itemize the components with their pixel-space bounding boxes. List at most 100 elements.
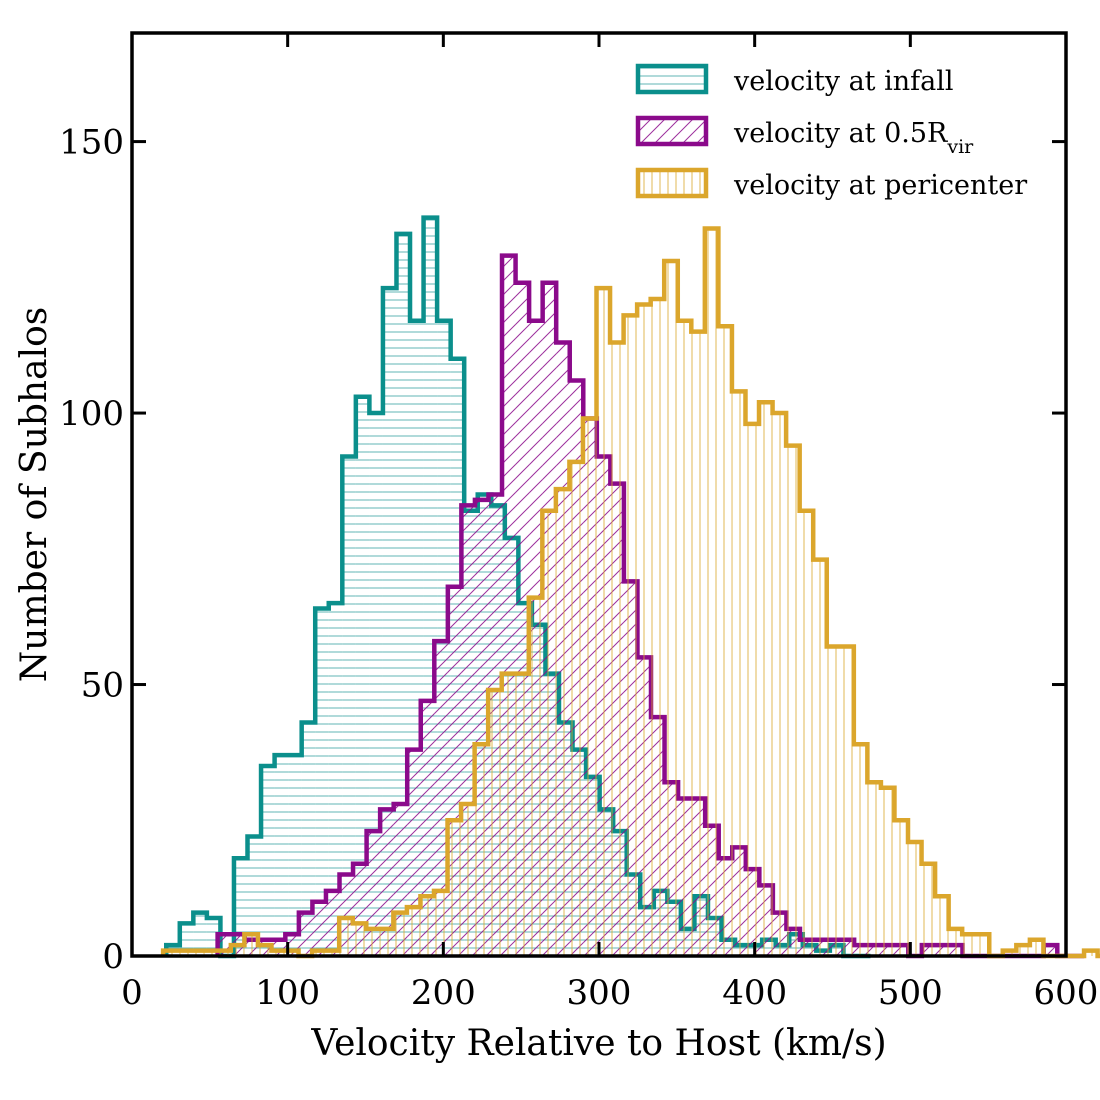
bar xyxy=(637,304,651,956)
bar xyxy=(745,423,760,957)
bar xyxy=(1002,950,1017,956)
bar xyxy=(325,950,340,956)
legend-swatch xyxy=(635,63,709,95)
legend-label: velocity at infall xyxy=(733,66,953,97)
legend-swatch xyxy=(635,115,709,147)
bar xyxy=(247,836,262,956)
series-outline xyxy=(160,226,1100,959)
bar xyxy=(447,820,462,956)
bar xyxy=(406,907,421,956)
bar xyxy=(853,744,868,956)
bar xyxy=(975,934,990,956)
x-tick-label: 600 xyxy=(1034,973,1099,1013)
bar xyxy=(285,950,299,956)
bar xyxy=(1084,950,1098,956)
bar xyxy=(355,396,370,956)
bar xyxy=(288,755,302,956)
bar xyxy=(474,744,489,956)
bar xyxy=(772,413,787,956)
bar xyxy=(826,646,841,956)
y-tick-labels: 0 50 100 150 xyxy=(59,123,124,977)
bar xyxy=(328,603,343,956)
legend-item: velocity at 0.5Rvir xyxy=(635,115,974,158)
y-tick-label: 0 xyxy=(102,937,124,977)
bar xyxy=(582,418,597,956)
bar xyxy=(380,809,394,956)
histogram-layer xyxy=(160,215,1100,959)
bar xyxy=(233,858,248,956)
bar xyxy=(759,402,773,956)
bar xyxy=(382,288,397,956)
x-tick-label: 400 xyxy=(722,973,787,1013)
bar xyxy=(271,950,286,956)
bar xyxy=(1016,945,1030,956)
bar xyxy=(312,950,326,956)
bar xyxy=(623,315,638,956)
bar xyxy=(718,326,732,956)
bar xyxy=(193,912,207,956)
legend-label: velocity at 0.5Rvir xyxy=(733,118,974,158)
bar xyxy=(1043,945,1058,956)
bar xyxy=(799,510,814,956)
bar xyxy=(528,597,543,956)
y-tick-label: 100 xyxy=(59,394,124,434)
bar xyxy=(894,820,908,956)
bar xyxy=(339,917,353,956)
y-axis-label: Number of Subhalos xyxy=(14,307,55,682)
bar xyxy=(393,912,407,956)
x-tick-label: 300 xyxy=(567,973,632,1013)
legend-swatch xyxy=(635,167,709,199)
bar xyxy=(203,950,218,956)
bar xyxy=(244,934,258,956)
bar xyxy=(274,755,289,956)
bar xyxy=(461,803,475,956)
bar xyxy=(555,489,570,956)
bar xyxy=(1029,939,1044,956)
x-axis-label: Velocity Relative to Host (km/s) xyxy=(310,1023,886,1064)
bar xyxy=(840,646,854,956)
bar xyxy=(298,912,313,956)
bar xyxy=(366,928,380,956)
bar xyxy=(261,765,275,956)
bar xyxy=(379,928,394,956)
bar xyxy=(569,461,583,956)
bar xyxy=(230,945,245,956)
bar xyxy=(179,923,194,956)
bar xyxy=(342,456,356,956)
bar xyxy=(677,320,692,957)
series-3 xyxy=(160,226,1100,959)
bar xyxy=(704,228,719,957)
y-tick-label: 150 xyxy=(59,123,124,163)
plot-frame xyxy=(130,31,1068,958)
bar xyxy=(325,890,340,956)
bar xyxy=(420,896,434,956)
x-tick-label: 500 xyxy=(878,973,943,1013)
bar xyxy=(610,342,624,957)
bar xyxy=(312,901,326,956)
x-tick-label: 0 xyxy=(121,973,143,1013)
bar xyxy=(301,722,316,956)
bar xyxy=(515,673,529,956)
bar xyxy=(935,896,949,956)
bar xyxy=(921,863,936,956)
bar xyxy=(596,288,611,956)
bar xyxy=(691,331,705,956)
bar xyxy=(542,510,556,956)
bar xyxy=(352,923,367,956)
legend-item: velocity at infall xyxy=(635,63,953,97)
bar xyxy=(257,945,272,956)
bar xyxy=(948,928,963,956)
bar xyxy=(176,950,191,956)
bar xyxy=(217,950,231,956)
x-tick-labels: 0 100 200 300 400 500 600 xyxy=(121,973,1098,1013)
legend: velocity at infall velocity at 0.5Rvir vel… xyxy=(635,63,1027,201)
bar xyxy=(867,782,881,956)
x-tick-label: 200 xyxy=(411,973,476,1013)
bar xyxy=(501,673,516,956)
legend-label: velocity at pericenter xyxy=(733,170,1027,201)
bar xyxy=(407,749,421,956)
bar xyxy=(786,445,800,956)
bar xyxy=(907,841,922,956)
bar xyxy=(434,641,448,956)
